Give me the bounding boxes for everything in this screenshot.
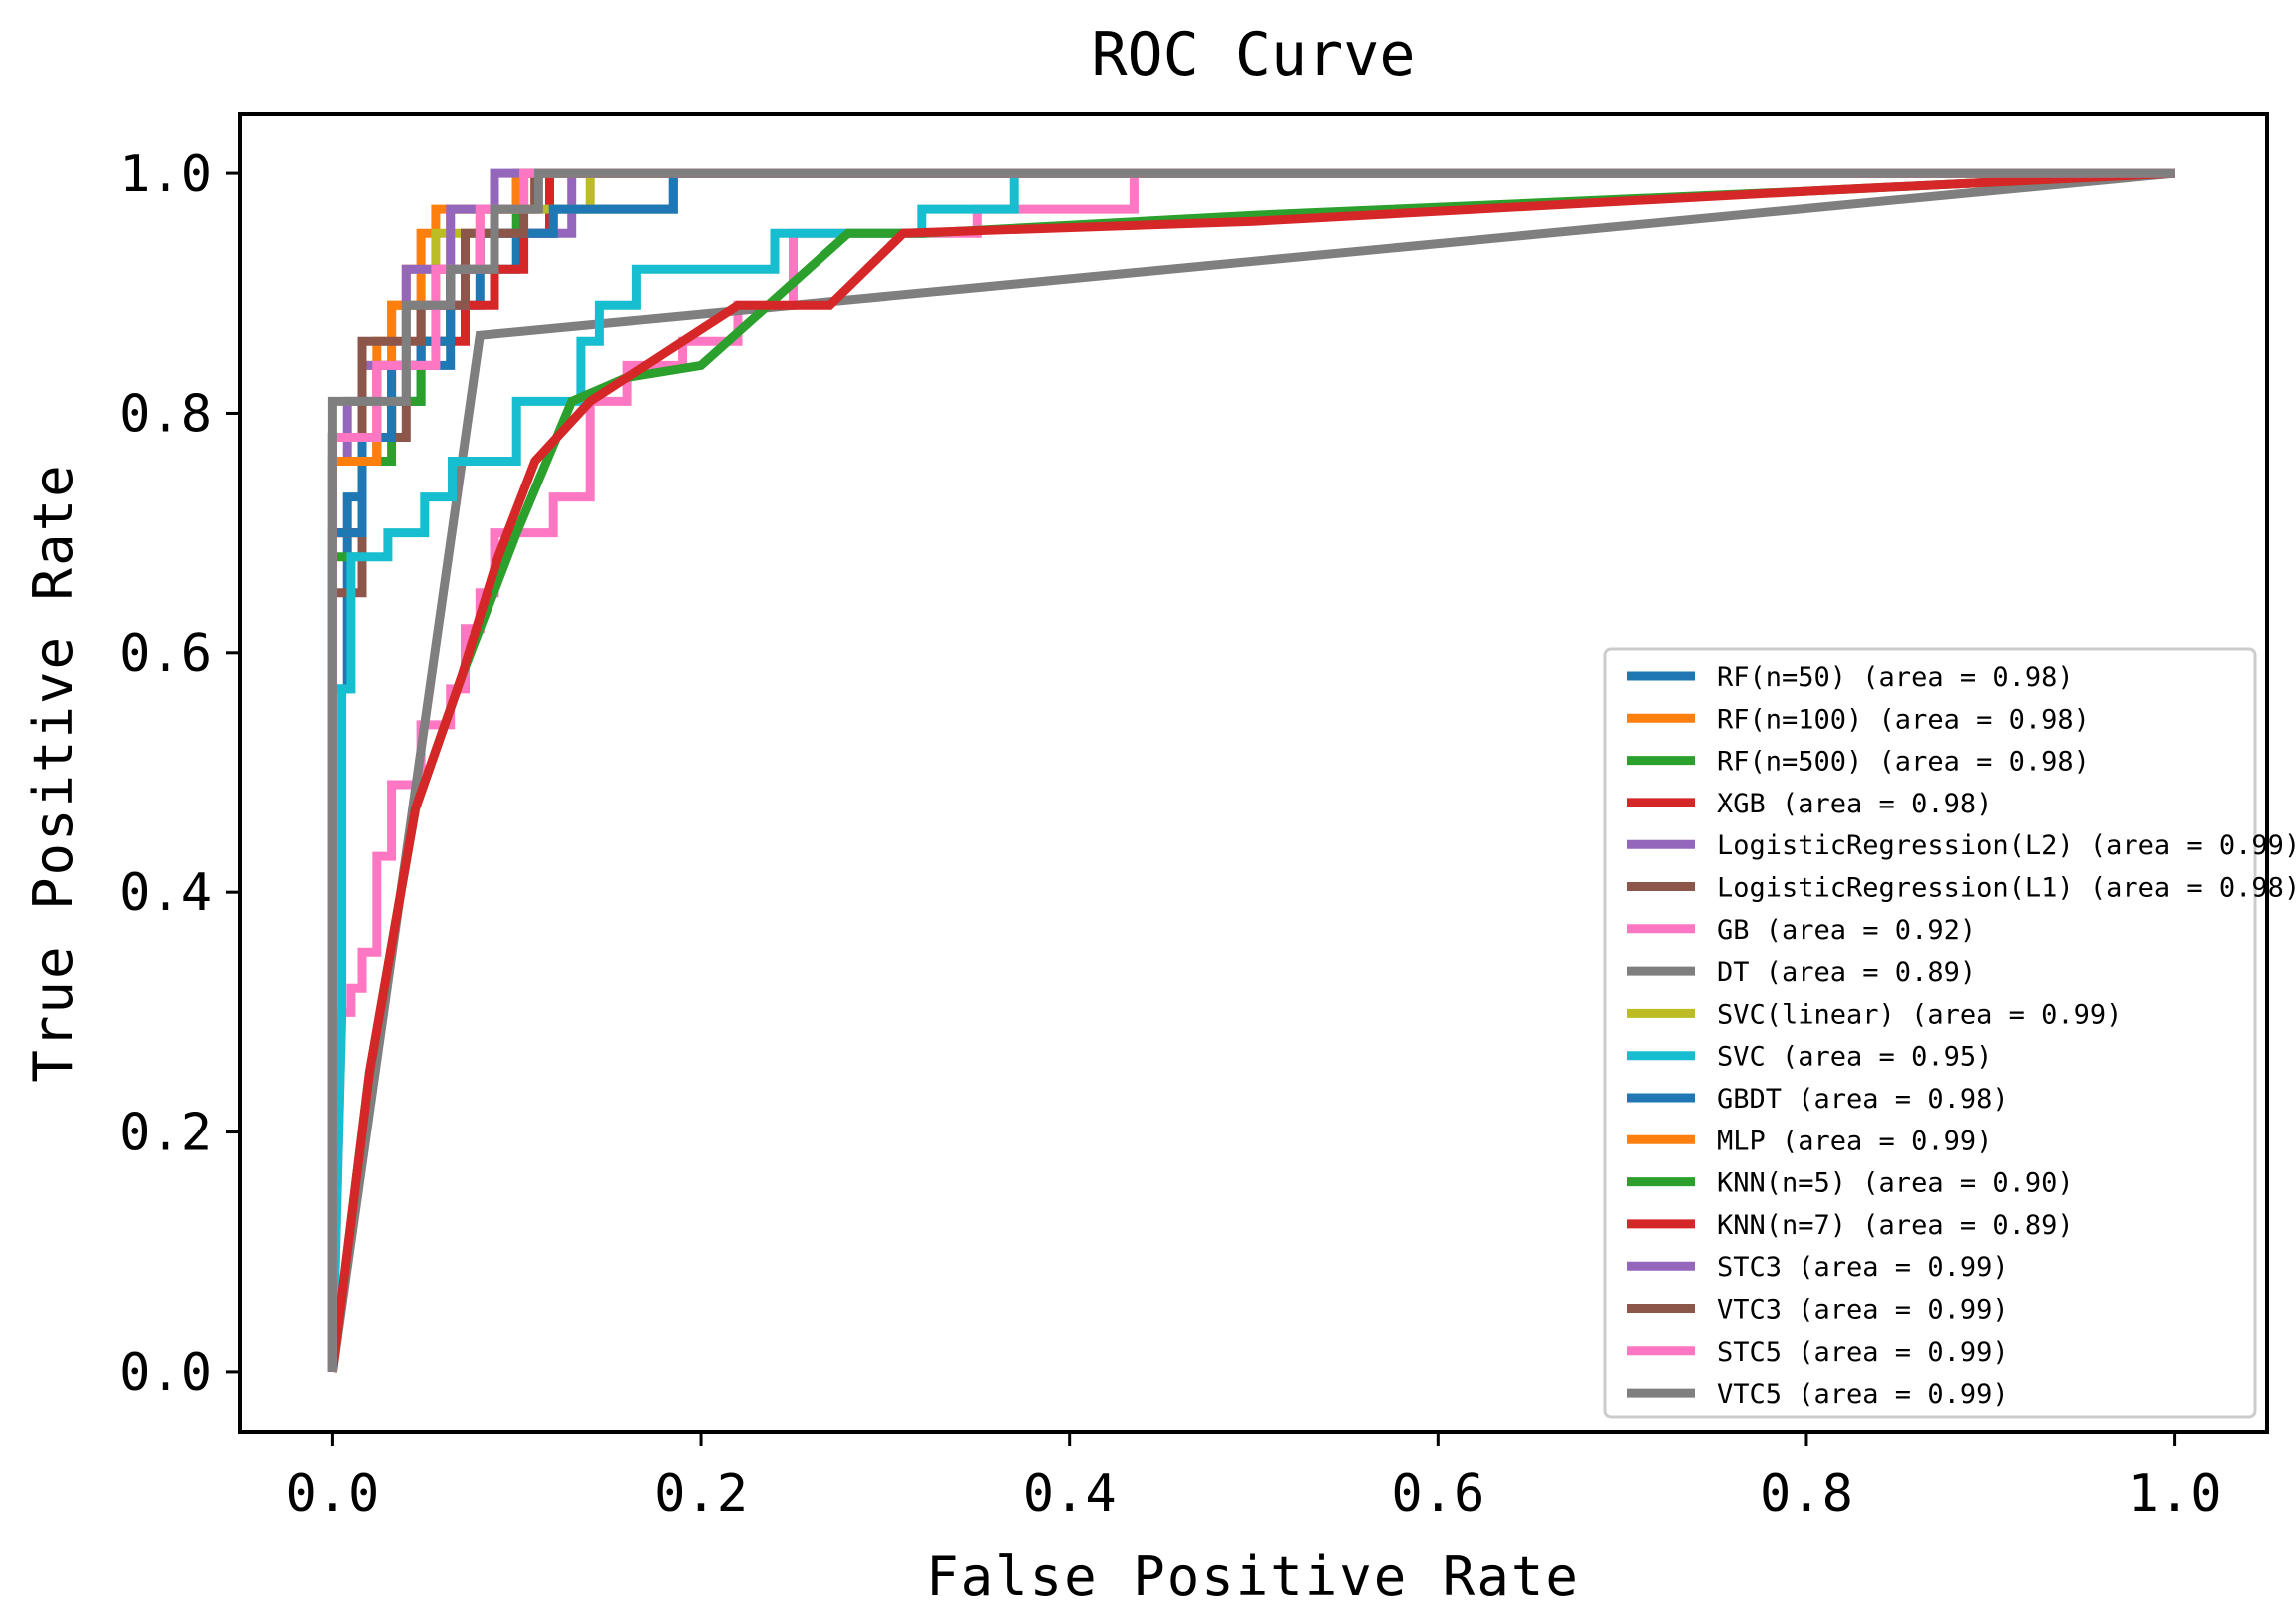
legend-label: LogisticRegression(L1) (area = 0.98)	[1717, 873, 2296, 904]
x-tick-label: 0.8	[1760, 1464, 1853, 1524]
y-tick-label: 0.8	[119, 384, 212, 444]
legend-label: KNN(n=7) (area = 0.89)	[1717, 1210, 2074, 1241]
legend-label: STC3 (area = 0.99)	[1717, 1252, 2009, 1283]
y-tick-label: 0.6	[119, 624, 212, 684]
x-axis-label: False Positive Rate	[926, 1545, 1580, 1608]
y-axis-label: True Positive Rate	[22, 463, 85, 1082]
roc-series-line	[327, 168, 2175, 1373]
legend-items: RF(n=50) (area = 0.98) RF(n=100) (area = …	[1627, 662, 2296, 1410]
legend-label: LogisticRegression(L2) (area = 0.99)	[1717, 830, 2296, 861]
legend-label: MLP (area = 0.99)	[1717, 1126, 1992, 1156]
roc-series-line	[327, 168, 2175, 1372]
x-tick-label: 0.4	[1023, 1464, 1117, 1524]
y-axis-ticks: 0.0 0.2 0.4 0.6 0.8 1.0	[119, 145, 240, 1403]
legend-label: GB (area = 0.92)	[1717, 915, 1976, 946]
legend-label: SVC (area = 0.95)	[1717, 1042, 1992, 1073]
legend-box	[1603, 647, 2257, 1419]
x-tick-label: 0.6	[1391, 1464, 1484, 1524]
roc-series-line	[327, 168, 2175, 1372]
y-tick-label: 0.4	[119, 863, 212, 923]
x-axis-ticks: 0.0 0.2 0.4 0.6 0.8 1.0	[285, 1432, 2222, 1524]
legend-label: DT (area = 0.89)	[1717, 957, 1976, 988]
roc-curves	[327, 168, 2176, 1373]
y-tick-label: 0.2	[119, 1104, 212, 1163]
roc-series-line	[327, 168, 2175, 1372]
legend-label: RF(n=50) (area = 0.98)	[1717, 662, 2074, 693]
legend-label: SVC(linear) (area = 0.99)	[1717, 999, 2122, 1030]
chart-title: ROC Curve	[1091, 20, 1415, 90]
legend-label: STC5 (area = 0.99)	[1717, 1337, 2009, 1368]
legend-label: RF(n=100) (area = 0.98)	[1717, 704, 2090, 735]
legend-label: XGB (area = 0.98)	[1717, 789, 1992, 819]
x-tick-label: 0.2	[654, 1464, 748, 1524]
x-tick-label: 0.0	[285, 1464, 379, 1524]
legend-label: VTC5 (area = 0.99)	[1717, 1379, 2009, 1410]
x-tick-label: 1.0	[2129, 1464, 2222, 1524]
y-tick-label: 1.0	[119, 145, 212, 204]
legend-label: KNN(n=5) (area = 0.90)	[1717, 1168, 2074, 1199]
legend-label: RF(n=500) (area = 0.98)	[1717, 747, 2090, 778]
legend: RF(n=50) (area = 0.98) RF(n=100) (area = …	[1603, 647, 2296, 1419]
legend-label: VTC3 (area = 0.99)	[1717, 1295, 2009, 1326]
y-tick-label: 0.0	[119, 1343, 212, 1403]
legend-label: GBDT (area = 0.98)	[1717, 1084, 2009, 1115]
plot-frame	[238, 112, 2269, 1434]
